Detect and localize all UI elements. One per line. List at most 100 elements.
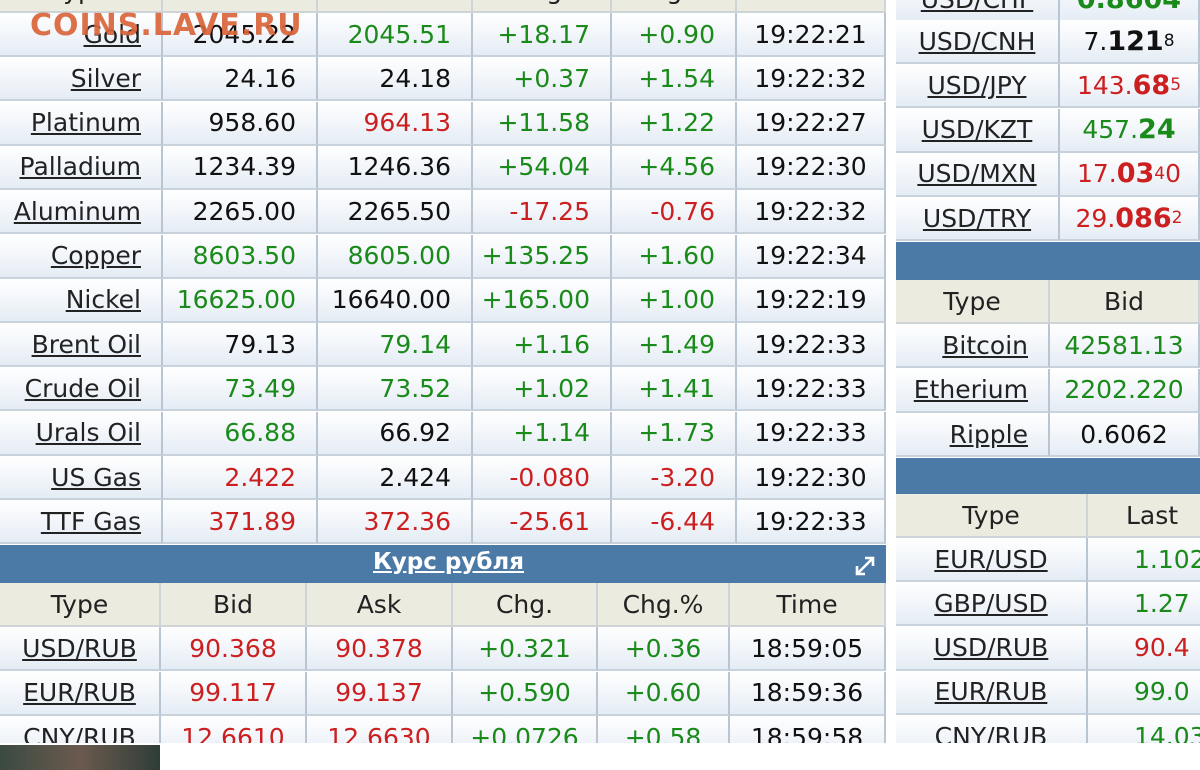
bid-value: 16625.00 — [163, 278, 318, 323]
instrument-link[interactable]: EUR/USD — [896, 538, 1088, 582]
instrument-link[interactable]: Aluminum — [0, 190, 163, 235]
instrument-link[interactable]: Bitcoin — [896, 324, 1050, 368]
column-header: Time — [730, 583, 886, 627]
table-row: USD/CNH 7. 121 8 — [896, 20, 1200, 64]
column-header: Ask — [318, 0, 473, 13]
time-value: 18:59:36 — [730, 671, 886, 716]
column-header: Type — [896, 494, 1088, 538]
table-row: Nickel 16625.00 16640.00 +165.00 +1.00 19:22:… — [0, 278, 886, 323]
table-row: Silver 24.16 24.18 +0.37 +1.54 19:22:32 — [0, 57, 886, 102]
bid-value: 2202.220 — [1050, 368, 1200, 413]
table-row: USD/CHF0.8604 — [896, 0, 1200, 22]
instrument-link[interactable]: CNY/RUB — [896, 715, 1088, 745]
rate-value: 457. 24 — [1060, 108, 1200, 153]
instrument-link[interactable]: Urals Oil — [0, 411, 163, 456]
table-row: USD/JPY 143. 68 5 — [896, 64, 1200, 109]
last-value: 90.4 — [1088, 626, 1200, 671]
table-row: Ripple 0.6062 — [896, 413, 1200, 457]
instrument-link[interactable]: Crude Oil — [0, 367, 163, 412]
column-header: Type — [896, 280, 1050, 324]
change-value: +1.14 — [473, 411, 612, 456]
instrument-link[interactable]: USD/MXN — [896, 152, 1060, 197]
instrument-link[interactable]: Silver — [0, 57, 163, 102]
time-value: 19:22:33 — [737, 500, 886, 545]
time-value: 19:22:19 — [737, 278, 886, 323]
instrument-link[interactable]: EUR/RUB — [0, 671, 161, 716]
table-row: EUR/RUB 99.117 99.137 +0.590 +0.60 18:59:36 — [0, 671, 886, 716]
instrument-link[interactable]: USD/RUB — [0, 627, 161, 671]
instrument-link[interactable]: Ripple — [896, 413, 1050, 457]
expand-icon[interactable] — [854, 555, 876, 577]
instrument-link[interactable]: Brent Oil — [0, 323, 163, 368]
instrument-link[interactable]: GBP/USD — [896, 582, 1088, 627]
column-header: Chg.% — [612, 0, 737, 13]
change-percent: +0.90 — [612, 13, 737, 57]
table-row: USD/RUB 90.368 90.378 +0.321 +0.36 18:59:05 — [0, 627, 886, 671]
change-percent: +0.36 — [598, 627, 730, 671]
instrument-link[interactable]: CNY/RUB — [0, 716, 161, 745]
table-row: Etherium 2202.220 — [896, 368, 1200, 413]
ruble-section-title[interactable]: Курс рубля — [373, 549, 525, 575]
instrument-link[interactable]: Gold — [0, 13, 163, 57]
column-header: Chg. — [453, 583, 598, 627]
change-value: +0.37 — [473, 57, 612, 102]
bid-value: 90.368 — [161, 627, 307, 671]
instrument-link[interactable]: Copper — [0, 234, 163, 279]
rate-value: 17. 03 4 0 — [1060, 152, 1200, 197]
column-header: Ask — [307, 583, 453, 627]
instrument-link[interactable]: USD/RUB — [896, 626, 1088, 671]
instrument-link[interactable]: USD/KZT — [896, 108, 1060, 153]
ruble-table: Type Bid Ask Chg. Chg.% Time USD/RUB 90.368 90.3… — [0, 583, 886, 745]
instrument-link[interactable]: EUR/RUB — [896, 670, 1088, 715]
table-row: Brent Oil 79.13 79.14 +1.16 +1.49 19:22:33 — [0, 323, 886, 368]
ask-value: 372.36 — [318, 500, 473, 545]
rate-value: 143. 68 5 — [1060, 64, 1200, 109]
column-header: Bid — [1050, 280, 1200, 324]
table-row: EUR/USD 1.102 — [896, 538, 1200, 582]
ask-value: 2.424 — [318, 456, 473, 500]
instrument-link[interactable]: US Gas — [0, 456, 163, 500]
change-value: +135.25 — [473, 234, 612, 279]
table-row: Aluminum 2265.00 2265.50 -17.25 -0.76 19:22:3… — [0, 190, 886, 235]
time-value: 19:22:33 — [737, 367, 886, 412]
change-value: +1.16 — [473, 323, 612, 368]
instrument-link[interactable]: USD/CNH — [896, 20, 1060, 64]
bid-value: 0.6062 — [1050, 413, 1200, 457]
time-value: 18:59:58 — [730, 716, 886, 745]
instrument-link[interactable]: Palladium — [0, 145, 163, 190]
instrument-link[interactable]: Platinum — [0, 101, 163, 146]
commodities-table: Gold 2045.22 2045.51 +18.17 +0.90 19:22:21 Sil… — [0, 0, 886, 545]
rate-prefix: 29. — [1075, 203, 1116, 233]
column-header: Last — [1088, 494, 1200, 538]
column-header: Type — [0, 583, 161, 627]
change-value: +165.00 — [473, 278, 612, 323]
instrument-link[interactable]: USD/JPY — [896, 64, 1060, 109]
instrument-link[interactable]: USD/CHF — [896, 0, 1060, 22]
watermark: COINS.LAVE.RU — [30, 8, 303, 43]
rate-value: 0.8604 — [1060, 0, 1200, 22]
instrument-link[interactable]: TTF Gas — [0, 500, 163, 545]
bid-value: 99.117 — [161, 671, 307, 716]
bid-value: 1234.39 — [163, 145, 318, 190]
change-value: +0.0726 — [453, 716, 598, 745]
instrument-link[interactable]: USD/TRY — [896, 197, 1060, 242]
crypto-table: Type Bid Bitcoin 42581.13 Etherium 2202.220 Ri… — [896, 280, 1200, 458]
instrument-link[interactable]: Etherium — [896, 368, 1050, 413]
table-row: TTF Gas 371.89 372.36 -25.61 -6.44 19:22:33 — [0, 500, 886, 545]
ask-value: 90.378 — [307, 627, 453, 671]
crypto-section-bar — [896, 242, 1200, 280]
ask-value: 964.13 — [318, 101, 473, 146]
change-percent: +1.41 — [612, 367, 737, 412]
bid-value: 2265.00 — [163, 190, 318, 235]
time-value: 19:22:21 — [737, 13, 886, 57]
bid-value: 66.88 — [163, 411, 318, 456]
table-row: Crude Oil 73.49 73.52 +1.02 +1.41 19:22:33 — [0, 367, 886, 412]
table-row: CNY/RUB 12.6610 12.6630 +0.0726 +0.58 18:59:5… — [0, 716, 886, 745]
change-percent: +1.49 — [612, 323, 737, 368]
bid-value: 24.16 — [163, 57, 318, 102]
thumbnail-image[interactable] — [0, 745, 160, 770]
instrument-link[interactable]: Nickel — [0, 278, 163, 323]
bid-value: 79.13 — [163, 323, 318, 368]
table-row: US Gas 2.422 2.424 -0.080 -3.20 19:22:30 — [0, 456, 886, 500]
time-value: 19:22:32 — [737, 57, 886, 102]
